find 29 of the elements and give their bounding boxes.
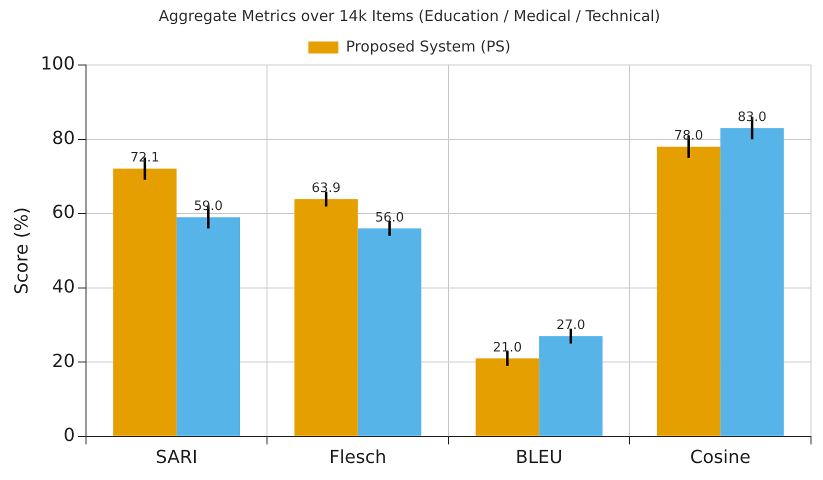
chart-title: Aggregate Metrics over 14k Items (Education / Medical / Technical) [158,6,660,25]
y-axis-title: Score (%) [11,207,32,294]
bar [656,146,720,436]
data-label: 56.0 [375,210,404,226]
bar [113,168,177,436]
y-tick-label: 100 [40,54,75,75]
y-tick-label: 20 [52,350,75,372]
x-tick-label: Flesch [329,446,386,468]
x-tick-label: Cosine [690,446,751,468]
x-tick-label: BLEU [516,446,563,468]
bar [476,358,540,436]
data-label: 63.9 [312,180,341,196]
bar [358,228,422,436]
data-label: 83.0 [738,110,767,126]
bar [294,199,358,436]
legend-label: Proposed System (PS) [346,37,511,56]
y-tick-label: 40 [52,276,75,298]
bar [720,128,784,436]
bar [539,336,603,436]
data-label: 21.0 [492,340,522,356]
data-label: 59.0 [194,199,223,214]
bar [176,217,240,436]
y-tick-label: 60 [52,202,75,224]
data-label: 78.0 [674,128,704,144]
y-tick-label: 0 [64,425,75,446]
data-label: 72.1 [130,150,160,166]
x-tick-label: SARI [156,446,198,468]
y-tick-label: 80 [52,128,75,149]
data-label: 27.0 [556,318,586,333]
